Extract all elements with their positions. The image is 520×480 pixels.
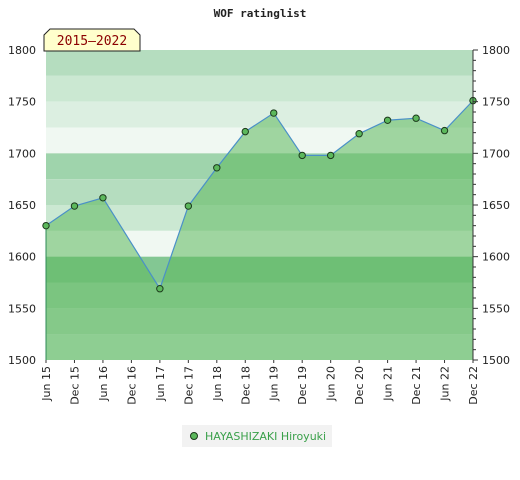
- y-tick-label-left: 1800: [8, 44, 36, 57]
- data-point: [99, 194, 107, 202]
- legend-series-name: HAYASHIZAKI Hiroyuki: [205, 429, 327, 443]
- y-tick-label-right: 1800: [482, 44, 510, 57]
- x-tick-label: Jun 22: [439, 366, 452, 402]
- background-band: [46, 50, 473, 76]
- data-point: [440, 126, 449, 135]
- data-point: [355, 130, 363, 138]
- data-point: [326, 151, 335, 160]
- y-tick-label-right: 1600: [482, 251, 510, 264]
- legend: HAYASHIZAKI Hiroyuki: [182, 425, 333, 447]
- x-tick-label: Jun 17: [154, 366, 167, 402]
- period-badge-label: 2015–2022: [57, 34, 127, 49]
- data-point: [213, 164, 221, 172]
- x-tick-label: Jun 18: [211, 366, 224, 402]
- x-tick-label: Jun 19: [268, 366, 281, 402]
- x-tick-label: Jun 21: [382, 366, 395, 402]
- data-point: [184, 202, 193, 210]
- x-tick-label: Dec 19: [296, 366, 309, 405]
- data-point: [383, 116, 392, 124]
- right-y-axis: 1500 1550 1600 1650 1700 1750 1800: [472, 44, 510, 367]
- x-tick-label: Jun 20: [325, 366, 338, 402]
- x-tick-label: Dec 15: [68, 366, 81, 405]
- data-point: [412, 114, 420, 122]
- data-point: [42, 221, 50, 230]
- y-tick-label-left: 1550: [8, 302, 36, 315]
- y-tick-label-right: 1550: [482, 302, 510, 315]
- x-tick-label: Dec 18: [239, 366, 252, 405]
- rating-area: [46, 100, 473, 360]
- data-point: [241, 127, 249, 136]
- data-point: [270, 109, 278, 117]
- data-point: [156, 285, 164, 293]
- x-tick-label: Jun 15: [40, 366, 53, 402]
- chart-title: WOF ratinglist: [214, 7, 307, 20]
- y-tick-label-left: 1750: [8, 96, 36, 109]
- x-axis: Jun 15 Dec 15 Jun 16 Dec 16 Jun 17 Dec 17 Jun …: [40, 360, 480, 405]
- data-point: [70, 202, 79, 210]
- x-tick-label: Dec 20: [353, 366, 366, 405]
- data-point: [298, 151, 306, 160]
- period-badge-shape: [43, 28, 141, 52]
- y-tick-label-right: 1750: [482, 96, 510, 109]
- y-tick-label-left: 1700: [8, 147, 36, 160]
- y-tick-label-right: 1500: [482, 354, 510, 367]
- y-tick-label-left: 1600: [8, 251, 36, 264]
- x-tick-label: Jun 16: [97, 366, 110, 402]
- period-badge: 2015–2022: [43, 28, 141, 52]
- x-tick-label: Dec 16: [125, 366, 138, 405]
- y-tick-label-left: 1650: [8, 199, 36, 212]
- y-tick-label-left: 1500: [8, 354, 36, 367]
- x-tick-label: Dec 17: [182, 366, 195, 405]
- legend-marker-icon: [190, 432, 198, 440]
- x-tick-label: Dec 21: [410, 366, 423, 405]
- y-tick-label-right: 1650: [482, 199, 510, 212]
- background-band: [46, 75, 473, 102]
- left-y-axis: 1500 1550 1600 1650 1700 1750 1800: [8, 44, 36, 367]
- x-tick-label: Dec 22: [467, 366, 480, 405]
- y-tick-label-right: 1700: [482, 147, 510, 160]
- data-points: [42, 96, 477, 293]
